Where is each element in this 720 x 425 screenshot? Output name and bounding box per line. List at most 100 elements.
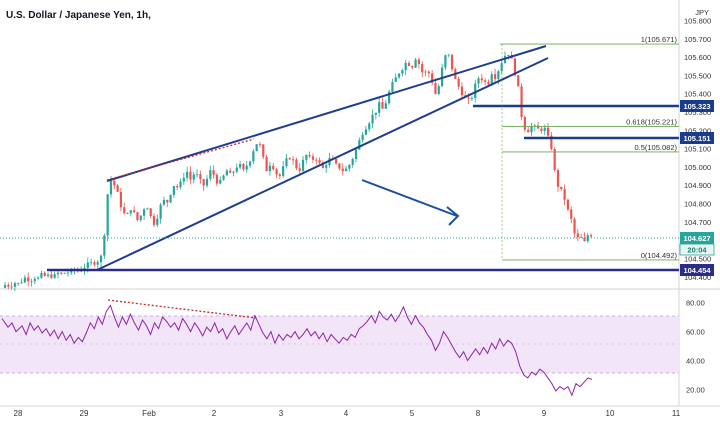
candle-body — [282, 166, 285, 176]
candle-body — [450, 54, 454, 70]
candle-body — [457, 78, 460, 87]
candle-body — [96, 262, 99, 265]
down-arrow-drawing[interactable] — [361, 179, 460, 226]
candle-body — [586, 235, 589, 242]
candle-body — [298, 168, 301, 171]
price-pane[interactable] — [0, 15, 679, 285]
candle-body — [563, 188, 566, 200]
candle-body — [126, 213, 129, 215]
candle-body — [523, 116, 526, 130]
candle-body — [348, 164, 351, 169]
rsi-tick-label: 20.00 — [686, 386, 705, 395]
candle-body — [424, 71, 427, 73]
current-price-tag-text: 104.627 — [683, 234, 710, 243]
candle-body — [513, 58, 517, 76]
candle-body — [139, 215, 142, 221]
candle-body — [311, 156, 315, 160]
candle-body — [27, 277, 30, 282]
candle-body — [407, 62, 411, 66]
candle-body — [86, 262, 89, 268]
candle-body — [537, 125, 540, 129]
candle-body — [46, 274, 50, 276]
time-tick-label: 11 — [672, 409, 681, 418]
candle-body — [338, 163, 341, 169]
rsi-divergence-line[interactable] — [107, 299, 257, 319]
candle-body — [351, 159, 354, 165]
candle-body — [560, 186, 563, 189]
price-tick-label: 104.700 — [684, 218, 711, 227]
candle-body — [291, 159, 295, 161]
price-tick-label: 105.000 — [684, 163, 711, 172]
candle-body — [325, 165, 328, 168]
candle-body — [437, 86, 440, 94]
candle-body — [133, 210, 136, 213]
candle-body — [99, 255, 103, 263]
candle-body — [109, 180, 113, 195]
candle-body — [371, 114, 374, 124]
candle-body — [129, 210, 132, 214]
candle-body — [497, 71, 500, 80]
currency-label[interactable]: JPY — [695, 8, 709, 17]
candle-body — [152, 216, 156, 225]
candle-body — [295, 159, 298, 169]
symbol-title[interactable]: U.S. Dollar / Japanese Yen, 1h, — [6, 10, 151, 21]
wedge-upper-trendline[interactable] — [106, 45, 547, 182]
candle-body — [252, 151, 255, 162]
candle-body — [530, 126, 533, 133]
candle-body — [215, 174, 219, 184]
candle-body — [169, 194, 172, 203]
candle-body — [477, 78, 480, 84]
candle-body — [172, 186, 175, 195]
price-axis[interactable]: 105.800 105.700 105.600 105.500 105.400 105.3… — [684, 16, 711, 281]
resistance-1-tag: 105.323 — [680, 100, 714, 112]
candle-body — [248, 161, 252, 166]
candle-body — [232, 171, 235, 173]
candle-body — [401, 70, 404, 74]
candle-body — [272, 165, 275, 170]
candle-body — [493, 74, 497, 80]
time-tick-label: 3 — [279, 409, 284, 418]
candle-body — [378, 102, 381, 113]
candle-body — [520, 86, 523, 117]
candle-body — [427, 71, 430, 74]
candle-body — [335, 158, 338, 164]
rsi-line — [1, 304, 593, 397]
candle-body — [136, 212, 139, 221]
candle-body — [543, 127, 546, 131]
candle-body — [229, 170, 232, 173]
candle-body — [444, 55, 447, 68]
candle-body — [474, 83, 477, 98]
candle-body — [414, 59, 417, 68]
candle-body — [159, 204, 162, 219]
candle-body — [10, 286, 13, 288]
fibonacci-retracement[interactable]: 1(105.671) 0.618(105.221) 0.5(105.082) 0(10… — [500, 35, 679, 261]
rsi-tick-label: 80.00 — [686, 299, 705, 308]
rsi-tick-label: 40.00 — [686, 357, 705, 366]
candle-body — [388, 91, 391, 104]
candle-body — [123, 207, 126, 214]
price-divergence-line[interactable] — [106, 138, 255, 181]
candle-body — [40, 272, 43, 278]
candle-body — [149, 208, 152, 217]
candle-body — [507, 54, 510, 56]
candle-body — [212, 170, 215, 175]
candle-body — [235, 167, 238, 172]
candle-body — [321, 162, 324, 168]
candle-body — [460, 86, 464, 96]
candle-body — [447, 54, 450, 56]
fib-level-label: 1(105.671) — [641, 35, 678, 44]
time-axis[interactable]: 28 29 Feb 2 3 4 5 8 9 10 11 — [14, 409, 681, 418]
candle-body — [397, 73, 401, 78]
price-tick-label: 105.700 — [684, 35, 711, 44]
candle-body — [384, 103, 387, 109]
fib-level-label: 0.618(105.221) — [626, 117, 677, 126]
candle-body — [7, 285, 10, 287]
candle-body — [202, 179, 205, 186]
fib-level-label: 0(104.492) — [641, 251, 678, 260]
candle-body — [580, 237, 583, 238]
candle-body — [411, 65, 414, 68]
candle-body — [195, 174, 199, 175]
rsi-axis[interactable]: 80.00 60.00 40.00 20.00 — [686, 299, 705, 395]
wedge-lower-trendline[interactable] — [96, 57, 549, 271]
